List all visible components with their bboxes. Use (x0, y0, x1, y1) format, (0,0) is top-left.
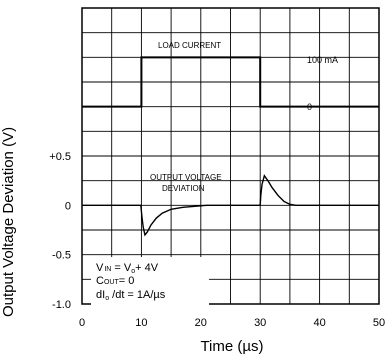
y-tick-label: 0 (65, 200, 71, 212)
x-tick-label: 0 (79, 317, 85, 329)
x-tick-labels: 0 10 20 30 40 50 (79, 317, 385, 329)
y-tick-labels: +0.5 0 -0.5 -1.0 (49, 151, 71, 311)
y-tick-label: +0.5 (49, 151, 71, 163)
y-tick-label: -1.0 (52, 299, 71, 311)
x-tick-label: 50 (373, 317, 385, 329)
y-axis-label: Output Voltage Deviation (V) (0, 127, 17, 317)
x-tick-label: 30 (254, 317, 266, 329)
deviation-label-line1: OUTPUT VOLTAGE (150, 173, 222, 182)
deviation-label-line2: DEVIATION (162, 184, 205, 193)
plot-frame (81, 7, 380, 305)
current-low-label: 0 (307, 102, 312, 112)
test-conditions: VIN = Vo+ 4V COUT= 0 dIo /dt = 1A/µs (91, 257, 209, 305)
condition-cout: COUT= 0 (96, 275, 134, 287)
x-tick-label: 40 (313, 317, 325, 329)
condition-vin: VIN = Vo+ 4V (96, 262, 159, 275)
load-current-label: LOAD CURRENT (158, 41, 221, 50)
x-axis-label: Time (µs) (200, 338, 263, 355)
condition-slew-rate: dIo /dt = 1A/µs (96, 289, 166, 302)
output-voltage-deviation-trace (82, 174, 379, 237)
x-tick-label: 10 (135, 317, 147, 329)
y-tick-label: -0.5 (52, 250, 71, 262)
x-tick-label: 20 (195, 317, 207, 329)
current-high-label: 100 mA (307, 55, 338, 65)
load-current-trace (82, 56, 379, 108)
